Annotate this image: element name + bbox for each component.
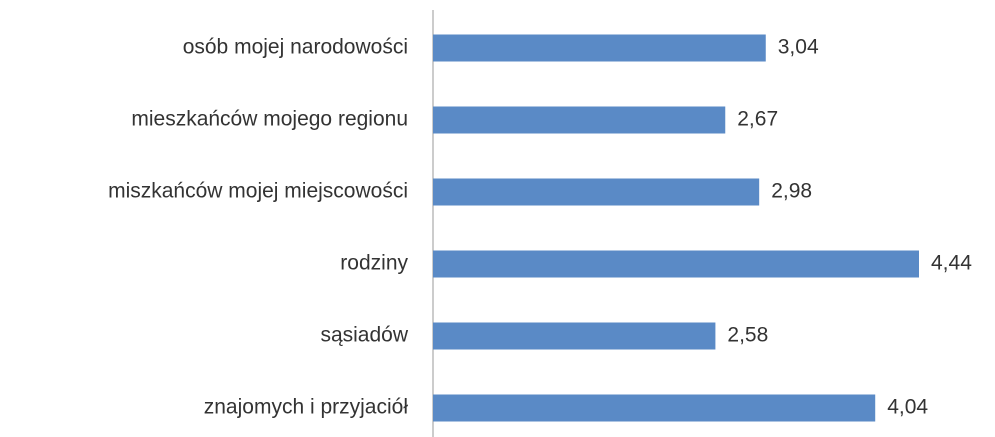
- value-label: 2,67: [737, 108, 778, 131]
- category-label: rodziny: [340, 252, 408, 275]
- value-label: 2,58: [727, 324, 768, 347]
- value-label: 3,04: [778, 36, 819, 59]
- value-label: 4,44: [931, 252, 972, 275]
- category-label: mieszkańców mojego regionu: [131, 108, 408, 131]
- category-label: osób mojej narodowości: [183, 36, 408, 59]
- bar: [433, 34, 766, 62]
- bar: [433, 322, 716, 350]
- bar: [433, 178, 760, 206]
- bar: [433, 250, 919, 278]
- bar: [433, 394, 876, 422]
- category-label: miszkańców mojej miejscowości: [108, 180, 408, 203]
- category-label: znajomych i przyjaciół: [204, 396, 409, 419]
- value-label: 4,04: [887, 396, 928, 419]
- category-label: sąsiadów: [320, 324, 408, 347]
- bar: [433, 106, 726, 134]
- value-label: 2,98: [771, 180, 812, 203]
